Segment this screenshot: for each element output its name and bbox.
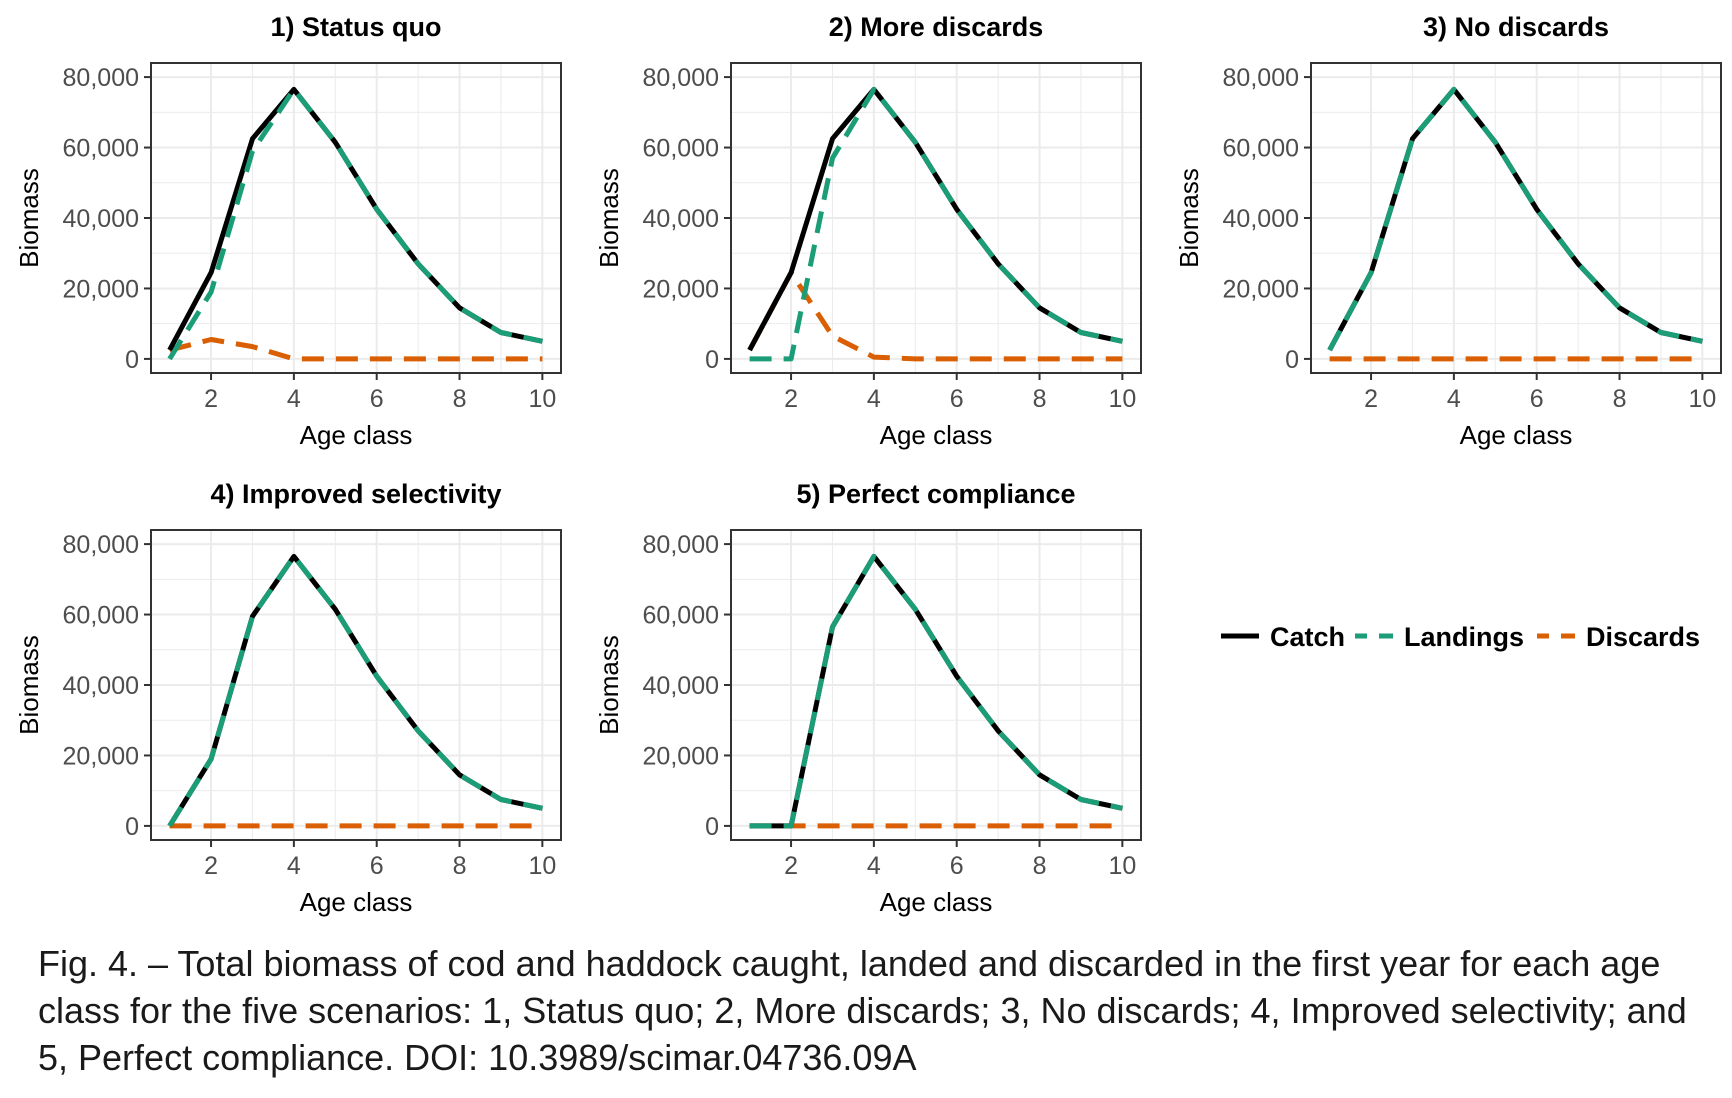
panel-title: 4) Improved selectivity xyxy=(210,479,501,509)
x-tick-label: 8 xyxy=(1033,852,1047,880)
y-tick-label: 20,000 xyxy=(643,275,719,303)
y-tick-label: 60,000 xyxy=(63,135,139,163)
y-tick-label: 40,000 xyxy=(63,205,139,233)
y-tick-label: 20,000 xyxy=(643,742,719,770)
y-axis-title: Biomass xyxy=(1174,168,1204,268)
y-tick-label: 20,000 xyxy=(1223,275,1299,303)
legend-label-landings: Landings xyxy=(1404,622,1524,652)
x-tick-label: 6 xyxy=(370,385,384,413)
x-tick-label: 4 xyxy=(1447,385,1461,413)
x-tick-label: 4 xyxy=(867,852,881,880)
x-tick-label: 8 xyxy=(453,385,467,413)
chart-panel-3: 0 20,000 40,000 60,000 80,000 2 4 6 8 10 3) No dis… xyxy=(1174,12,1722,450)
chart-panel-2: 0 20,000 40,000 60,000 80,000 2 4 6 8 10 2) More d… xyxy=(594,12,1142,450)
x-tick-label: 10 xyxy=(1688,385,1716,413)
x-tick-label: 4 xyxy=(287,385,301,413)
y-tick-label: 60,000 xyxy=(643,602,719,630)
x-tick-label: 6 xyxy=(950,385,964,413)
y-tick-label: 80,000 xyxy=(643,64,719,92)
chart-panel-4: 0 20,000 40,000 60,000 80,000 2 4 6 8 10 4) Improv… xyxy=(14,479,562,917)
x-tick-label: 6 xyxy=(1530,385,1544,413)
y-tick-label: 40,000 xyxy=(63,672,139,700)
y-axis-title: Biomass xyxy=(594,635,624,735)
x-tick-label: 8 xyxy=(453,852,467,880)
x-tick-label: 2 xyxy=(204,852,218,880)
y-tick-label: 80,000 xyxy=(1223,64,1299,92)
series-line-discards xyxy=(747,270,1123,362)
x-tick-label: 10 xyxy=(1108,852,1136,880)
x-tick-label: 10 xyxy=(1108,385,1136,413)
series-line-landings xyxy=(749,86,1123,362)
x-tick-label: 10 xyxy=(528,852,556,880)
y-tick-label: 0 xyxy=(125,813,139,841)
x-axis-title: Age class xyxy=(300,887,413,917)
x-tick-label: 2 xyxy=(784,852,798,880)
y-tick-label: 80,000 xyxy=(643,531,719,559)
x-axis-title: Age class xyxy=(880,420,993,450)
chart-panel-1: 0 20,000 40,000 60,000 80,000 2 4 6 8 10 1) Status… xyxy=(14,12,562,450)
figure-canvas: 0 20,000 40,000 60,000 80,000 2 4 6 8 10 1) Status… xyxy=(14,12,1722,917)
y-tick-label: 40,000 xyxy=(1223,205,1299,233)
x-tick-label: 8 xyxy=(1613,385,1627,413)
x-tick-label: 10 xyxy=(528,385,556,413)
x-tick-label: 2 xyxy=(1364,385,1378,413)
y-tick-label: 80,000 xyxy=(63,64,139,92)
series-line-discards xyxy=(168,337,543,362)
y-tick-label: 80,000 xyxy=(63,531,139,559)
y-tick-label: 60,000 xyxy=(1223,135,1299,163)
x-axis-title: Age class xyxy=(880,887,993,917)
x-tick-label: 6 xyxy=(950,852,964,880)
y-tick-label: 60,000 xyxy=(643,135,719,163)
y-tick-label: 0 xyxy=(705,346,719,374)
y-tick-label: 40,000 xyxy=(643,672,719,700)
y-tick-label: 20,000 xyxy=(63,275,139,303)
series-line-landings xyxy=(167,553,543,828)
legend: Catch Landings Discards xyxy=(1221,622,1700,652)
x-tick-label: 2 xyxy=(204,385,218,413)
x-tick-label: 2 xyxy=(784,385,798,413)
x-axis-title: Age class xyxy=(1460,420,1573,450)
legend-label-catch: Catch xyxy=(1270,622,1345,652)
x-axis-title: Age class xyxy=(300,420,413,450)
y-tick-label: 60,000 xyxy=(63,602,139,630)
legend-label-discards: Discards xyxy=(1586,622,1700,652)
series-line-landings xyxy=(1327,86,1703,352)
y-axis-title: Biomass xyxy=(14,168,44,268)
y-axis-title: Biomass xyxy=(14,635,44,735)
panel-title: 3) No discards xyxy=(1423,12,1609,42)
x-tick-label: 4 xyxy=(287,852,301,880)
y-tick-label: 0 xyxy=(1285,346,1299,374)
chart-panel-5: 0 20,000 40,000 60,000 80,000 2 4 6 8 10 5) Perfec… xyxy=(594,479,1142,917)
series-line-landings xyxy=(749,553,1123,829)
panel-title: 2) More discards xyxy=(829,12,1044,42)
y-tick-label: 0 xyxy=(705,813,719,841)
x-tick-label: 4 xyxy=(867,385,881,413)
x-tick-label: 8 xyxy=(1033,385,1047,413)
y-tick-label: 20,000 xyxy=(63,742,139,770)
series-line-landings xyxy=(167,86,543,361)
y-axis-title: Biomass xyxy=(594,168,624,268)
y-tick-label: 0 xyxy=(125,346,139,374)
y-tick-label: 40,000 xyxy=(643,205,719,233)
x-tick-label: 6 xyxy=(370,852,384,880)
panel-title: 5) Perfect compliance xyxy=(796,479,1075,509)
figure-caption: Fig. 4. – Total biomass of cod and haddo… xyxy=(38,943,1687,1078)
panel-title: 1) Status quo xyxy=(270,12,441,42)
